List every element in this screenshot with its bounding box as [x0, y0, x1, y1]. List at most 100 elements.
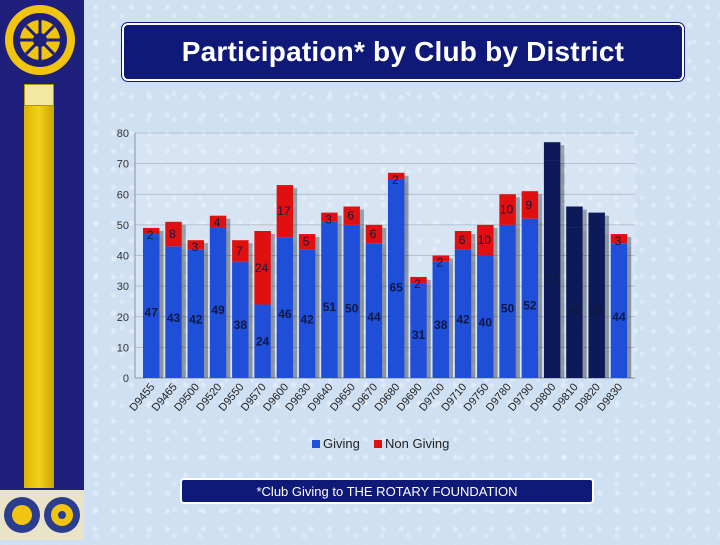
bar-non-giving-side — [538, 194, 543, 222]
bar-giving-side — [270, 307, 275, 378]
bar-giving — [276, 237, 294, 378]
data-label-giving: 46 — [278, 307, 292, 321]
bar-non-giving-side — [560, 145, 565, 164]
x-tick-label: D9830 — [595, 381, 625, 414]
data-label-giving: 42 — [300, 313, 314, 327]
data-label-non-giving: 6 — [370, 227, 377, 241]
data-label-giving: 50 — [345, 301, 359, 315]
data-label-giving: 44 — [612, 310, 626, 324]
y-tick-label: 0 — [123, 373, 129, 385]
bar-non-giving-side — [248, 243, 253, 265]
data-label-non-giving: 10 — [500, 203, 514, 217]
bar-non-giving-side — [426, 279, 431, 287]
bar-non-giving-side — [359, 209, 364, 228]
data-label-giving: 50 — [501, 301, 515, 315]
data-label-non-giving: 9 — [526, 198, 533, 212]
bar-giving-side — [582, 230, 587, 378]
data-label-giving: 52 — [523, 299, 537, 313]
data-label-non-giving: 6 — [592, 215, 599, 229]
bar-giving-side — [382, 246, 387, 378]
bar-giving — [454, 249, 472, 378]
bar-giving-side — [493, 258, 498, 378]
bar-giving — [298, 249, 316, 378]
bar-non-giving — [588, 212, 605, 231]
bar-non-giving-side — [449, 258, 454, 265]
bar-non-giving — [410, 276, 427, 284]
bar-non-giving-side — [493, 227, 498, 259]
bar-giving — [388, 178, 405, 378]
bar-non-giving — [321, 212, 338, 222]
bar-giving — [588, 231, 605, 378]
data-label-non-giving: 3 — [325, 213, 332, 227]
bar-giving — [566, 227, 583, 378]
bar-giving-side — [515, 227, 520, 378]
bar-non-giving — [521, 191, 539, 219]
sidebar — [0, 0, 84, 540]
data-label-non-giving: 17 — [277, 204, 291, 218]
bar-non-giving-side — [404, 175, 409, 182]
bar-non-giving-side — [204, 243, 209, 253]
footnote-text: *Club Giving to THE ROTARY FOUNDATION — [256, 483, 518, 499]
data-label-giving: 49 — [211, 303, 225, 317]
y-tick-label: 50 — [117, 220, 129, 232]
bar-non-giving — [276, 185, 294, 238]
bar-giving-side — [538, 221, 543, 378]
data-label-non-giving: 7 — [570, 210, 577, 224]
rotary-wheel-logo — [5, 5, 75, 75]
data-label-giving: 71 — [545, 272, 559, 286]
bar-giving — [143, 234, 160, 378]
y-tick-label: 20 — [117, 312, 129, 324]
bar-non-giving — [143, 227, 160, 235]
data-label-non-giving: 6 — [459, 233, 466, 247]
bar-non-giving — [187, 240, 205, 250]
bar-non-giving-side — [627, 237, 632, 247]
bar-non-giving-side — [159, 230, 164, 238]
y-tick-label: 60 — [117, 189, 129, 201]
y-tick-label: 40 — [117, 251, 129, 263]
bar-giving-side — [627, 246, 632, 378]
data-label-non-giving: 3 — [615, 234, 622, 248]
y-tick-label: 70 — [117, 159, 129, 171]
data-label-giving: 65 — [390, 281, 404, 295]
legend-swatch-giving — [312, 440, 320, 448]
bar-non-giving — [343, 206, 360, 225]
bar-non-giving-side — [515, 197, 520, 228]
bar-non-giving-side — [226, 218, 231, 231]
bar-non-giving-side — [582, 209, 587, 231]
stacked-bar-chart: 01020304050607080472D9455438D9465423D950… — [117, 128, 635, 451]
gold-accent-bar — [24, 86, 54, 488]
data-label-non-giving: 10 — [478, 233, 492, 247]
bar-giving-side — [604, 234, 609, 378]
data-label-giving: 42 — [456, 313, 470, 327]
bar-non-giving — [499, 194, 516, 225]
y-tick-label: 80 — [117, 128, 129, 140]
bar-non-giving — [454, 231, 472, 250]
bar-non-giving-side — [337, 215, 342, 225]
y-tick-label: 10 — [117, 342, 129, 354]
bar-giving — [432, 261, 450, 378]
bar-giving-side — [204, 252, 209, 378]
bar-giving — [499, 224, 516, 378]
data-label-non-giving: 3 — [191, 240, 198, 254]
data-label-non-giving: 6 — [347, 209, 354, 223]
data-label-giving: 49 — [568, 303, 582, 317]
data-label-non-giving: 4 — [214, 216, 221, 230]
bar-giving-side — [404, 181, 409, 378]
bar-giving-side — [181, 249, 186, 378]
bar-non-giving — [365, 224, 383, 244]
data-label-non-giving: 7 — [236, 244, 243, 258]
bar-giving — [521, 218, 539, 378]
bar-giving-side — [426, 286, 431, 378]
bar-giving-side — [226, 230, 231, 378]
bar-giving — [477, 255, 494, 378]
foundation-logo — [4, 497, 80, 533]
bar-non-giving — [566, 206, 583, 228]
data-label-non-giving: 2 — [147, 228, 154, 242]
bar-giving-side — [159, 237, 164, 378]
bottom-logos — [0, 490, 84, 540]
bar-non-giving — [232, 240, 249, 262]
data-label-non-giving: 8 — [169, 227, 176, 241]
page-title: Participation* by Club by District — [181, 36, 625, 67]
data-label-non-giving: 5 — [303, 235, 310, 249]
bar-giving — [187, 249, 205, 378]
